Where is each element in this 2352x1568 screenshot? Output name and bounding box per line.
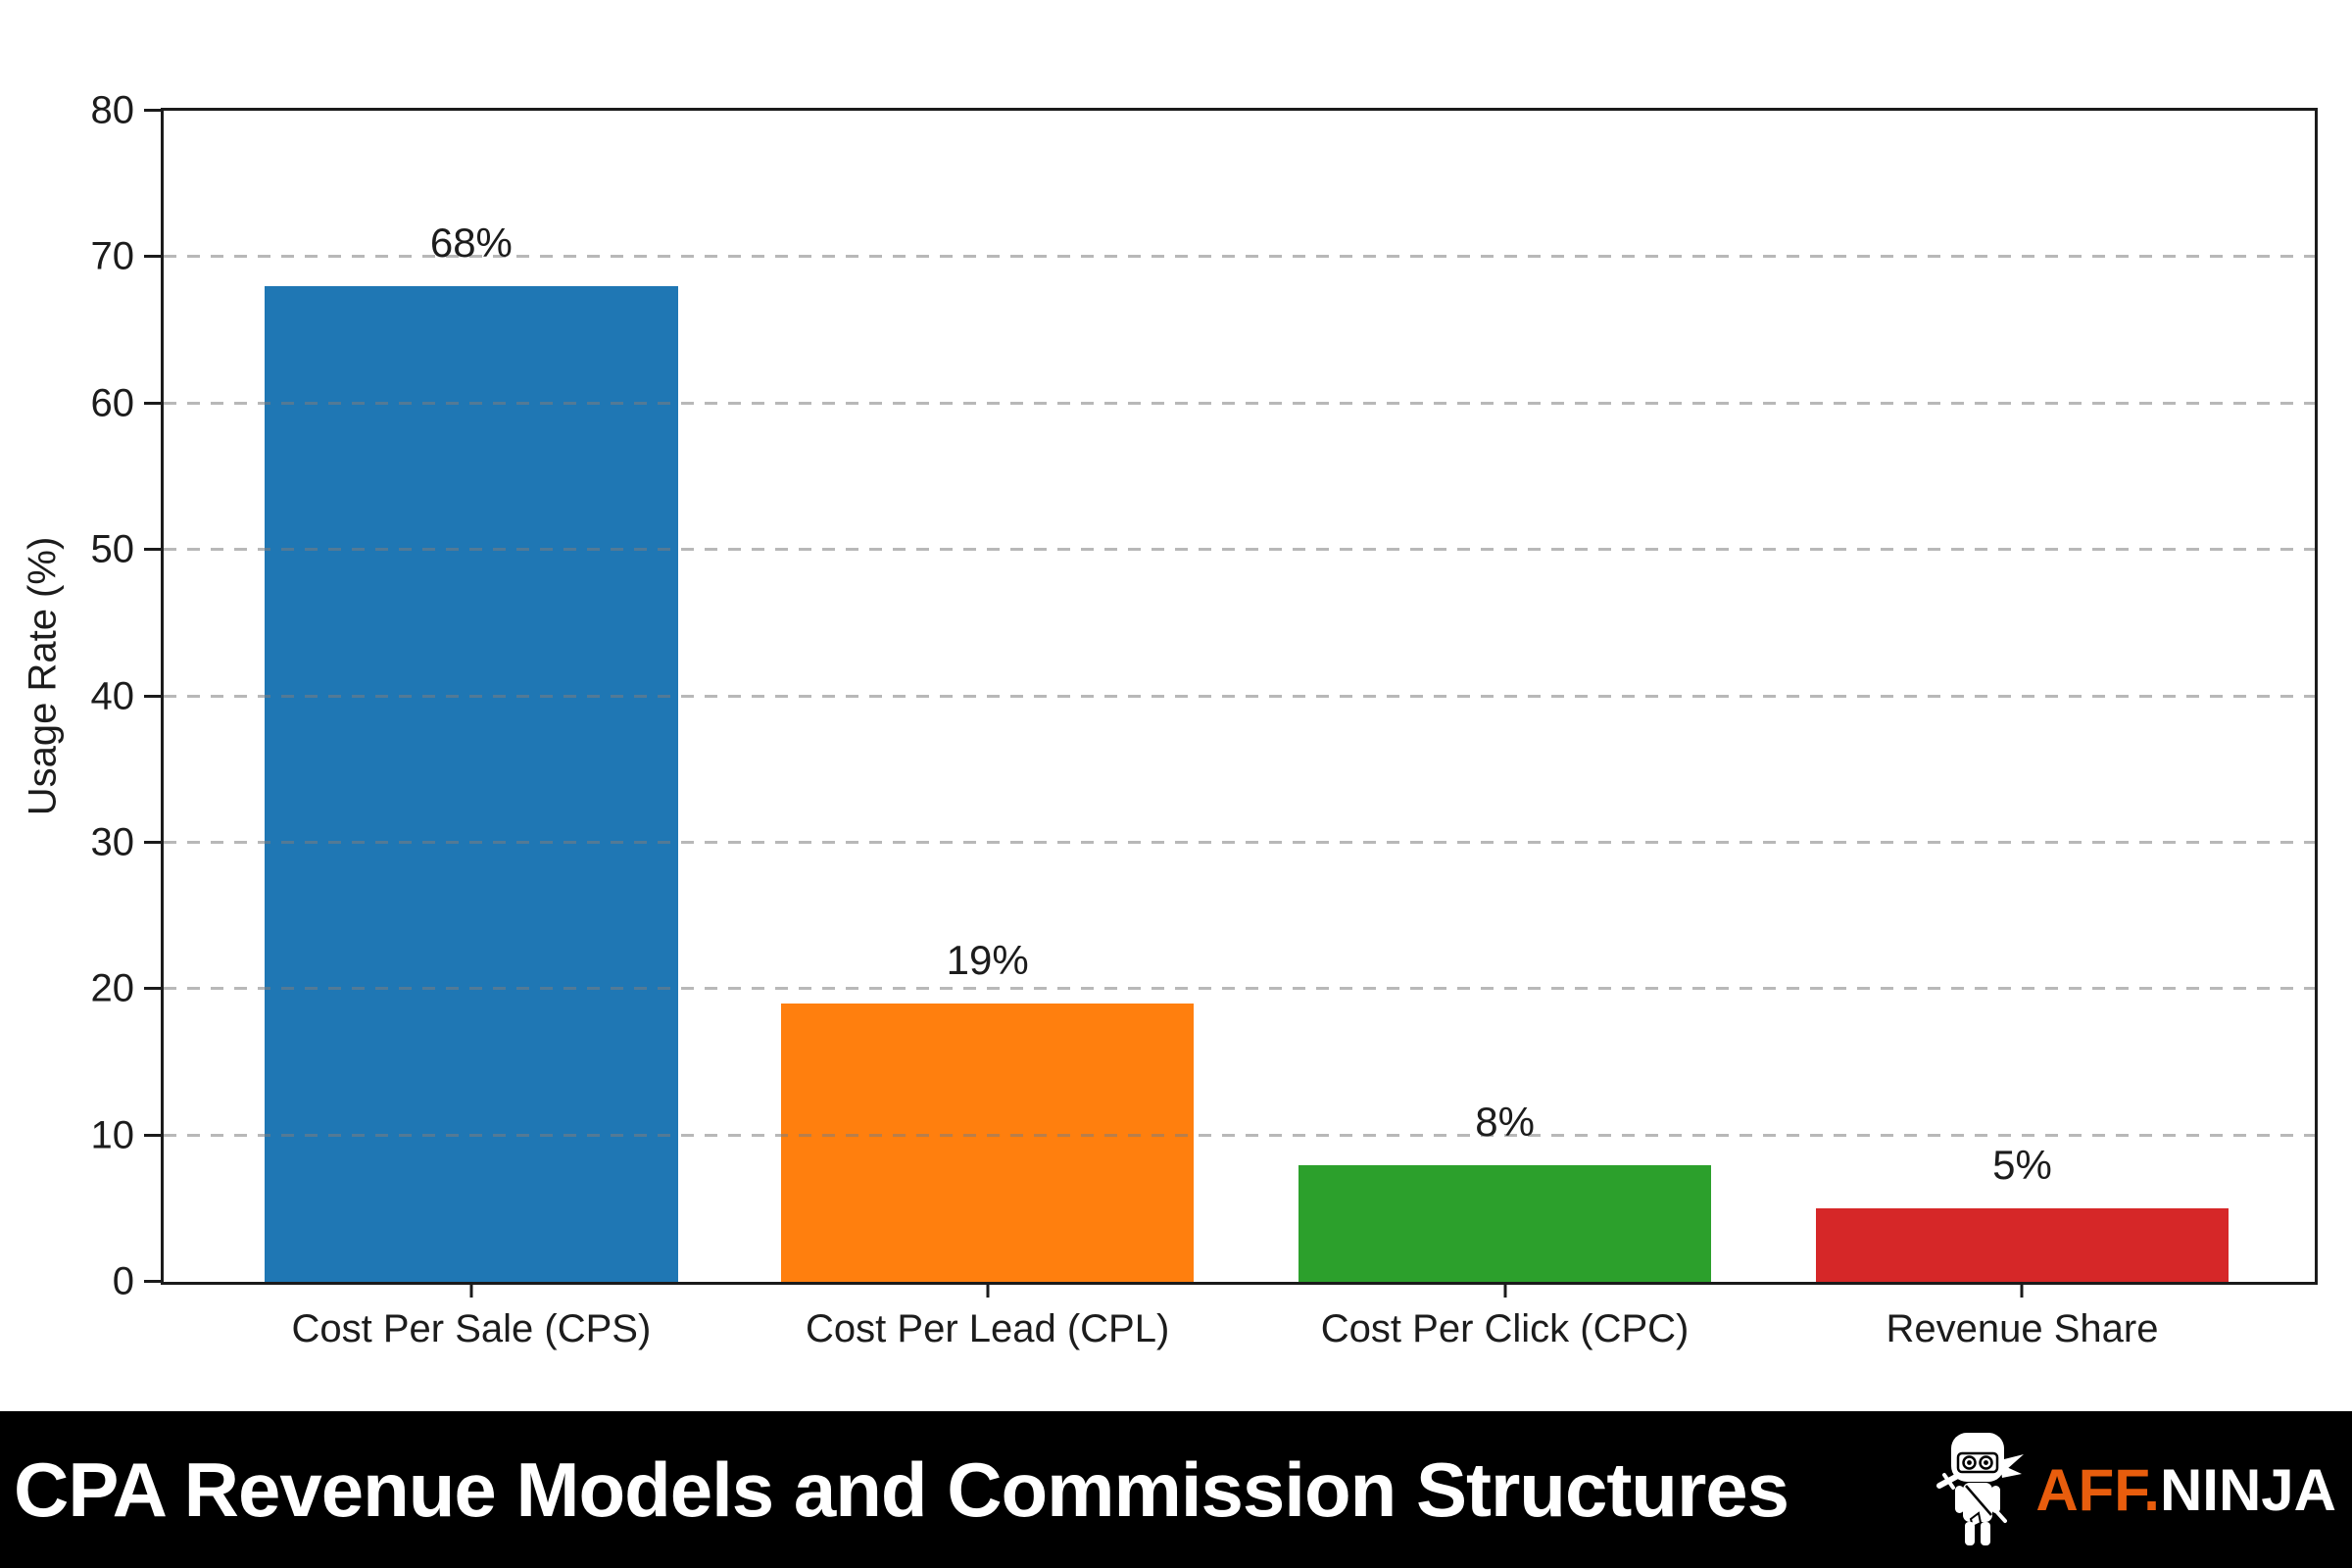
value-label-cost-per-click-cpc: 8% (1475, 1098, 1535, 1145)
gridline-20 (164, 987, 2315, 991)
y-tick-label-60: 60 (90, 381, 135, 425)
y-tick-label-40: 40 (90, 674, 135, 717)
chart-title: CPA Revenue Models and Commission Struct… (14, 1446, 1789, 1533)
y-axis-title: Usage Rate (%) (21, 536, 65, 816)
y-tick-70 (144, 255, 161, 259)
y-tick-label-30: 30 (90, 820, 135, 864)
value-label-revenue-share: 5% (1992, 1142, 2052, 1189)
gridline-70 (164, 255, 2315, 259)
gridline-40 (164, 694, 2315, 698)
x-tick-label-revenue-share: Revenue Share (1886, 1307, 2159, 1350)
gridline-50 (164, 548, 2315, 552)
y-tick-80 (144, 109, 161, 112)
bar-cost-per-sale-cps (265, 286, 678, 1282)
x-tick-label-cost-per-sale-cps: Cost Per Sale (CPS) (291, 1307, 652, 1350)
x-tick-cost-per-lead-cpl (986, 1282, 990, 1298)
y-tick-10 (144, 1133, 161, 1137)
y-tick-label-70: 70 (90, 234, 135, 278)
footer-banner: CPA Revenue Models and Commission Struct… (0, 1411, 2352, 1568)
y-tick-60 (144, 401, 161, 405)
y-tick-50 (144, 548, 161, 552)
y-tick-30 (144, 840, 161, 844)
y-tick-label-0: 0 (112, 1259, 134, 1303)
brand-suffix: NINJA (2159, 1456, 2336, 1523)
brand-prefix: AFF. (2035, 1456, 2160, 1523)
x-tick-cost-per-click-cpc (1503, 1282, 1507, 1298)
brand-logo: AFF.NINJA (1932, 1429, 2336, 1550)
y-tick-label-20: 20 (90, 966, 135, 1010)
y-tick-0 (144, 1280, 161, 1283)
bar-cost-per-lead-cpl (780, 1004, 1195, 1282)
brand-name: AFF.NINJA (2035, 1456, 2336, 1524)
gridline-60 (164, 401, 2315, 405)
x-tick-label-cost-per-lead-cpl: Cost Per Lead (CPL) (806, 1307, 1170, 1350)
x-tick-cost-per-sale-cps (469, 1282, 473, 1298)
ninja-icon (1936, 1433, 2025, 1545)
y-tick-label-10: 10 (90, 1113, 135, 1157)
x-tick-revenue-share (2020, 1282, 2024, 1298)
bar-chart-plot-area: 68% Cost Per Sale (CPS) 19% Cost Per Lead (… (91, 89, 2318, 1350)
y-tick-20 (144, 987, 161, 991)
value-label-cost-per-lead-cpl: 19% (946, 937, 1029, 984)
bar-revenue-share (1815, 1208, 2230, 1282)
gridline-30 (164, 840, 2315, 844)
value-label-cost-per-sale-cps: 68% (429, 220, 513, 267)
gridline-10 (164, 1133, 2315, 1137)
y-tick-label-50: 50 (90, 527, 135, 571)
y-tick-label-80: 80 (90, 88, 135, 132)
y-tick-40 (144, 694, 161, 698)
x-tick-label-cost-per-click-cpc: Cost Per Click (CPC) (1320, 1307, 1690, 1350)
bar-cost-per-click-cpc (1298, 1164, 1712, 1282)
